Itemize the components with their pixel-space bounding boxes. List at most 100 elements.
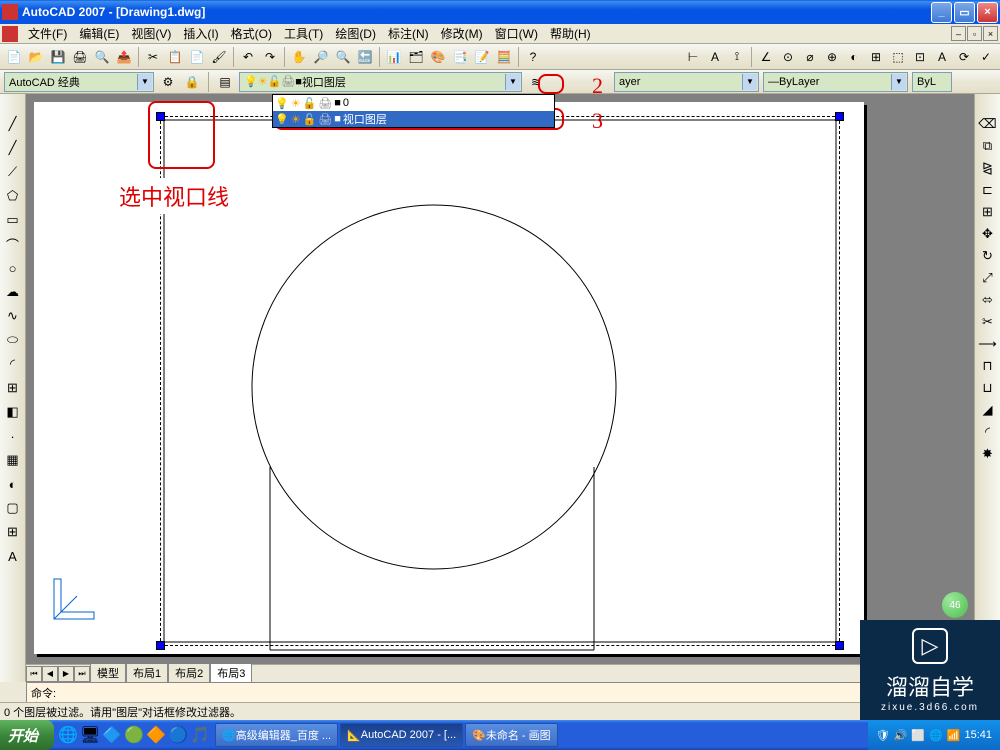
start-button[interactable]: 开始: [0, 720, 54, 750]
menu-insert[interactable]: 插入(I): [177, 23, 224, 44]
ql-ie-icon[interactable]: 🌐: [58, 725, 78, 745]
pan-icon[interactable]: ✋: [289, 47, 309, 67]
tool-pal-icon[interactable]: 🎨: [428, 47, 448, 67]
explode-icon[interactable]: ✸: [978, 444, 998, 464]
tab-layout3[interactable]: 布局3: [210, 664, 252, 683]
pline-icon[interactable]: ⟋: [3, 162, 23, 182]
plot-icon[interactable]: 🖨: [70, 47, 90, 67]
modify6[interactable]: ⊞: [866, 47, 886, 67]
arc-icon[interactable]: ⌒: [3, 234, 23, 254]
point-icon[interactable]: ·: [3, 426, 23, 446]
ql-desktop-icon[interactable]: 🖥: [80, 725, 100, 745]
ellipse-icon[interactable]: ⬭: [3, 330, 23, 350]
viewport-selection[interactable]: [160, 116, 840, 646]
extend-icon[interactable]: ⟶: [978, 334, 998, 354]
menu-file[interactable]: 文件(F): [22, 23, 73, 44]
plot-combo[interactable]: ByL: [912, 72, 952, 92]
child-minimize[interactable]: –: [951, 26, 966, 41]
spline-icon[interactable]: ∿: [3, 306, 23, 326]
ws-lock-icon[interactable]: 🔒: [182, 72, 202, 92]
chevron-down-icon[interactable]: ▼: [505, 74, 520, 90]
rotate-icon[interactable]: ↻: [978, 246, 998, 266]
move-icon[interactable]: ✥: [978, 224, 998, 244]
tab-next[interactable]: ▶: [58, 666, 74, 682]
menu-tools[interactable]: 工具(T): [278, 23, 329, 44]
menu-help[interactable]: 帮助(H): [544, 23, 597, 44]
chevron-down-icon[interactable]: ▼: [137, 74, 152, 90]
save-icon[interactable]: 💾: [48, 47, 68, 67]
scale-icon[interactable]: ⤢: [978, 268, 998, 288]
modify10[interactable]: ⟳: [954, 47, 974, 67]
zoom-win-icon[interactable]: 🔍: [333, 47, 353, 67]
lineweight-combo[interactable]: — ByLayer ▼: [763, 72, 908, 92]
zoom-prev-icon[interactable]: 🔙: [355, 47, 375, 67]
undo-icon[interactable]: ↶: [238, 47, 258, 67]
modify3[interactable]: ⌀: [800, 47, 820, 67]
modify8[interactable]: ⊡: [910, 47, 930, 67]
tray-icon3[interactable]: ⬜: [911, 729, 925, 742]
ws-settings-icon[interactable]: ⚙: [158, 72, 178, 92]
copy-icon[interactable]: 📋: [165, 47, 185, 67]
ql-app3-icon[interactable]: 🔶: [146, 725, 166, 745]
system-tray[interactable]: 🛡 🔊 ⬜ 🌐 📶 15:41: [868, 720, 1000, 750]
layer-props-icon[interactable]: ▤: [215, 72, 235, 92]
layer-combo[interactable]: 💡☀🔓🖨■ 视口图层 ▼: [239, 72, 522, 92]
menu-window[interactable]: 窗口(W): [489, 23, 544, 44]
grip-tr[interactable]: [835, 112, 844, 121]
tab-last[interactable]: ⏭: [74, 666, 90, 682]
props-icon[interactable]: 📊: [384, 47, 404, 67]
copy-obj-icon[interactable]: ⧉: [978, 136, 998, 156]
menu-view[interactable]: 视图(V): [125, 23, 177, 44]
tray-clock[interactable]: 15:41: [964, 729, 992, 741]
cut-icon[interactable]: ✂: [143, 47, 163, 67]
block-icon[interactable]: ◧: [3, 402, 23, 422]
workspace-combo[interactable]: AutoCAD 经典 ▼: [4, 72, 154, 92]
modify5[interactable]: ◐: [844, 47, 864, 67]
trim-icon[interactable]: ✂: [978, 312, 998, 332]
menu-format[interactable]: 格式(O): [225, 23, 278, 44]
region-icon[interactable]: ▢: [3, 498, 23, 518]
modify4[interactable]: ⊕: [822, 47, 842, 67]
markup-icon[interactable]: 📝: [472, 47, 492, 67]
dim-tool1[interactable]: ⊢: [683, 47, 703, 67]
modify11[interactable]: ✓: [976, 47, 996, 67]
grip-bl[interactable]: [156, 641, 165, 650]
minimize-button[interactable]: _: [931, 2, 952, 23]
dc-icon[interactable]: 🗂: [406, 47, 426, 67]
polygon-icon[interactable]: ⬠: [3, 186, 23, 206]
menu-draw[interactable]: 绘图(D): [329, 23, 382, 44]
redo-icon[interactable]: ↷: [260, 47, 280, 67]
modify9[interactable]: A: [932, 47, 952, 67]
gradient-icon[interactable]: ◐: [3, 474, 23, 494]
tab-first[interactable]: ⏮: [26, 666, 42, 682]
ql-app5-icon[interactable]: 🎵: [190, 725, 210, 745]
grip-br[interactable]: [835, 641, 844, 650]
tray-icon5[interactable]: 📶: [947, 729, 961, 742]
menu-modify[interactable]: 修改(M): [435, 23, 489, 44]
child-restore[interactable]: ▫: [967, 26, 982, 41]
publish-icon[interactable]: 📤: [114, 47, 134, 67]
new-icon[interactable]: 📄: [4, 47, 24, 67]
fillet-icon[interactable]: ◜: [978, 422, 998, 442]
insert-icon[interactable]: ⊞: [3, 378, 23, 398]
task-baidu[interactable]: 🌐 高级编辑器_百度 ...: [215, 723, 338, 747]
tab-prev[interactable]: ◀: [42, 666, 58, 682]
erase-icon[interactable]: ⌫: [978, 114, 998, 134]
layer-option-0[interactable]: 💡☀🔓🖨■ 0: [273, 95, 554, 111]
child-close[interactable]: ×: [983, 26, 998, 41]
tray-icon4[interactable]: 🌐: [929, 729, 943, 742]
ql-app2-icon[interactable]: 🟢: [124, 725, 144, 745]
chevron-down-icon[interactable]: ▼: [742, 74, 757, 90]
stretch-icon[interactable]: ⬄: [978, 290, 998, 310]
paste-icon[interactable]: 📄: [187, 47, 207, 67]
green-badge[interactable]: 46: [942, 592, 968, 618]
offset-icon[interactable]: ⊏: [978, 180, 998, 200]
break-icon[interactable]: ⊓: [978, 356, 998, 376]
array-icon[interactable]: ⊞: [978, 202, 998, 222]
ql-app4-icon[interactable]: 🔵: [168, 725, 188, 745]
rect-icon[interactable]: ▭: [3, 210, 23, 230]
chevron-down-icon[interactable]: ▼: [891, 74, 906, 90]
close-button[interactable]: ×: [977, 2, 998, 23]
revcloud-icon[interactable]: ☁: [3, 282, 23, 302]
mtext-icon[interactable]: A: [3, 546, 23, 566]
